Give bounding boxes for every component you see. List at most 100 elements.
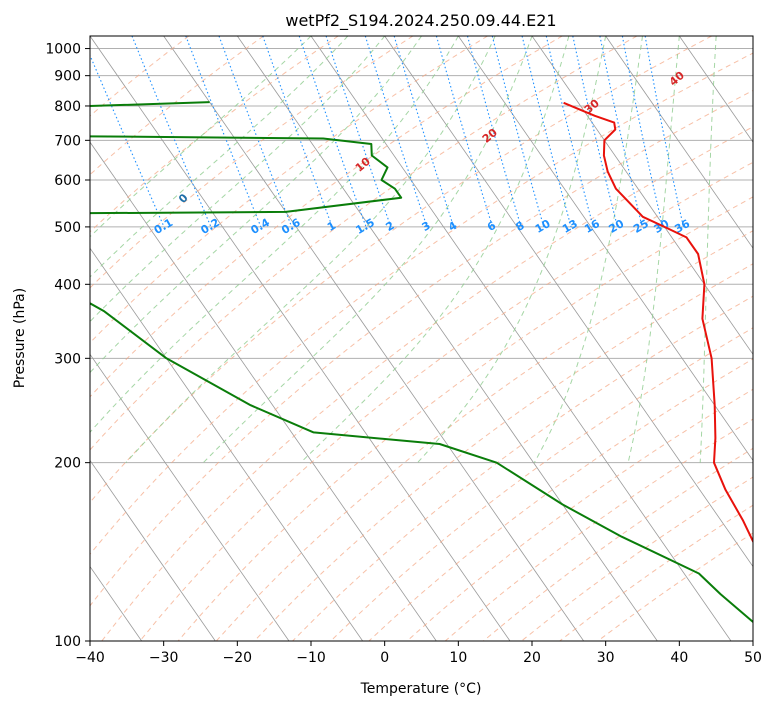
mixing-ratio-line <box>491 36 545 228</box>
x-tick-label: 50 <box>744 650 762 666</box>
x-tick-label: 30 <box>597 650 615 666</box>
dewpoint-profile <box>90 101 753 624</box>
mixing-ratio-line <box>185 36 262 228</box>
plot-frame <box>89 35 754 642</box>
isotherm <box>384 36 753 568</box>
moist-adiabat <box>202 36 533 464</box>
isotherm <box>90 141 437 641</box>
mixing-ratio-line <box>298 36 367 228</box>
y-tick-label: 600 <box>54 173 81 189</box>
mixing-ratio-line <box>599 36 643 228</box>
mixing-ratio-label: 0.2 <box>199 216 222 237</box>
x-axis-label: Temperature (°C) <box>360 681 482 697</box>
mixing-ratio-line <box>621 36 664 228</box>
mixing-ratio-line <box>364 36 428 228</box>
moist-adiabat <box>627 36 680 463</box>
y-axis-label: Pressure (hPa) <box>12 288 28 388</box>
mixing-ratio-label: 16 <box>582 217 602 236</box>
x-tick-label: 40 <box>670 650 688 666</box>
dry-adiabat <box>177 196 753 641</box>
dry-adiabat <box>368 358 753 641</box>
x-tick-label: −40 <box>75 650 105 666</box>
dry-adiabat <box>101 126 753 641</box>
moist-adiabat <box>417 36 607 464</box>
x-tick-label: 20 <box>523 650 541 666</box>
mixing-ratio-line <box>131 36 212 228</box>
isotherm <box>752 36 753 37</box>
mixing-ratio-line <box>90 54 165 228</box>
isotherm <box>90 459 216 641</box>
isotherm <box>237 36 658 641</box>
y-tick-label: 500 <box>54 220 81 236</box>
x-tick-label: 0 <box>380 650 389 666</box>
moist-adiabat <box>90 36 312 238</box>
mixing-ratio-line <box>545 36 594 228</box>
moist-adiabat-label: 40 <box>667 69 687 89</box>
isotherm <box>458 36 753 462</box>
y-tick-label: 700 <box>54 133 81 149</box>
y-tick-label: 200 <box>54 456 81 472</box>
x-tick-label: −20 <box>223 650 253 666</box>
series-layer <box>90 101 753 624</box>
x-tick-label: 10 <box>449 650 467 666</box>
moist-adiabat <box>533 36 643 463</box>
dry-adiabat <box>254 263 753 641</box>
moist-adiabat <box>699 36 717 463</box>
mixing-ratio-label: 13 <box>560 217 580 236</box>
moist-adiabat <box>125 36 496 464</box>
dry-adiabat <box>90 36 264 176</box>
isotherm <box>90 247 363 641</box>
moist-adiabat-label: 20 <box>480 126 500 146</box>
dry-adiabat <box>90 36 563 398</box>
moist-adiabat <box>90 36 422 374</box>
mixing-ratio-line <box>435 36 494 228</box>
isotherm <box>0 36 68 641</box>
mixing-ratio-line <box>262 36 333 228</box>
chart-title: wetPf2_S194.2024.250.09.44.E21 <box>285 11 556 31</box>
y-axis: 100 200 300 400 500 600 700 800 900 1000 <box>45 42 90 650</box>
y-tick-label: 900 <box>54 69 81 85</box>
dry-adiabat <box>139 161 753 641</box>
moist-adiabat-label: 30 <box>582 96 602 116</box>
mixing-ratio-label: 4 <box>446 219 459 234</box>
background-lines <box>0 36 753 641</box>
dry-adiabat <box>292 295 753 641</box>
y-tick-label: 300 <box>54 351 81 367</box>
mixing-ratio-line <box>466 36 522 228</box>
isotherm <box>605 36 753 249</box>
mixing-ratio-label: 0.1 <box>152 216 175 237</box>
y-tick-label: 400 <box>54 277 81 293</box>
dry-adiabat <box>90 36 488 344</box>
isotherm <box>531 36 753 356</box>
dry-adiabat <box>444 418 753 641</box>
x-tick-label: −10 <box>296 650 326 666</box>
dry-adiabat-label: 0 <box>176 191 191 206</box>
dry-adiabat <box>90 36 414 289</box>
dry-adiabat <box>90 36 339 233</box>
x-axis: −40 −30 −20 −10 0 10 20 30 40 50 <box>75 641 762 666</box>
isotherm <box>679 36 753 143</box>
line-labels: 0.10.20.40.611.52346810131620253036-100-… <box>152 69 693 237</box>
dry-adiabat <box>406 388 753 641</box>
mixing-ratio-line <box>393 36 455 228</box>
y-tick-label: 800 <box>54 99 81 115</box>
mixing-ratio-line <box>521 36 572 228</box>
dry-adiabat <box>90 36 712 504</box>
dry-adiabat <box>330 327 753 641</box>
moist-adiabat <box>90 36 386 323</box>
x-tick-label: −30 <box>149 650 179 666</box>
temperature-profile <box>563 101 753 544</box>
mixing-ratio-line <box>218 36 293 228</box>
y-tick-label: 1000 <box>45 42 81 58</box>
moist-adiabat <box>90 36 459 434</box>
moist-adiabat <box>300 36 570 464</box>
mixing-ratio-line <box>325 36 392 228</box>
isotherm <box>90 353 290 641</box>
mixing-ratio-label: 0.6 <box>279 216 303 237</box>
mixing-ratio-label: 6 <box>485 219 498 234</box>
dry-adiabat <box>90 89 753 607</box>
dry-adiabat <box>90 52 753 555</box>
moist-adiabat <box>90 36 349 278</box>
mixing-ratio-label: 10 <box>533 217 553 236</box>
